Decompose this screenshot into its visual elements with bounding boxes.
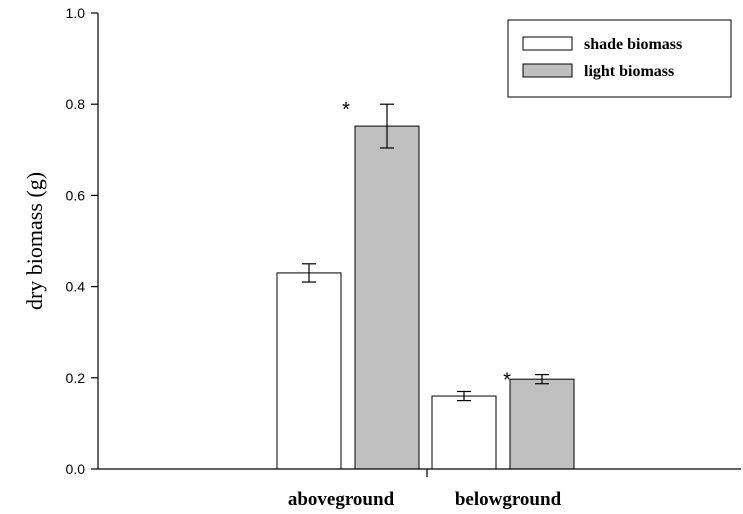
y-tick-label: 1.0 — [66, 5, 86, 21]
legend-label: light biomass — [584, 63, 674, 80]
y-tick-label: 0.0 — [66, 461, 86, 477]
y-tick-label: 0.4 — [66, 279, 86, 295]
bars — [276, 125, 575, 470]
significance-markers: ** — [342, 99, 511, 391]
significance-asterisk: * — [342, 99, 350, 121]
legend-box — [507, 19, 732, 98]
significance-asterisk: * — [503, 370, 511, 392]
bar — [354, 125, 420, 470]
legend-swatch — [522, 36, 573, 51]
y-tick-label: 0.2 — [66, 370, 86, 386]
legend: shade biomass light biomass — [507, 19, 732, 98]
bar — [276, 272, 342, 470]
legend-swatch — [522, 63, 573, 78]
x-axis-category-labels: aboveground belowground — [288, 489, 562, 510]
axes — [97, 13, 741, 477]
error-bars — [302, 103, 549, 402]
y-axis-title: dry biomass (g) — [22, 172, 47, 310]
x-category-label: aboveground — [288, 489, 395, 510]
bar — [509, 378, 575, 470]
legend-label: shade biomass — [584, 36, 682, 53]
y-tick-label: 0.8 — [66, 96, 86, 112]
bar — [431, 395, 497, 470]
x-category-label: belowground — [455, 489, 562, 510]
y-axis-ticks: 0.0 0.2 0.4 0.6 0.8 1.0 — [66, 5, 98, 477]
y-tick-label: 0.6 — [66, 187, 86, 203]
